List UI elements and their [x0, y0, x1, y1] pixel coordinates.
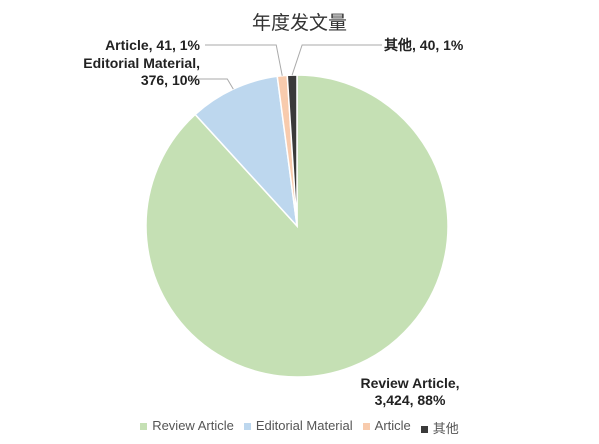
leader-line — [205, 44, 283, 76]
leader-line — [291, 44, 382, 76]
leader-line — [190, 78, 234, 90]
chart-title: 年度发文量 — [251, 13, 347, 34]
legend-label: Review Article — [152, 418, 234, 433]
legend-swatch — [420, 426, 428, 434]
legend-label: Editorial Material — [255, 418, 353, 433]
legend-label: 其他 — [432, 421, 459, 436]
legend-item: 其他 — [420, 418, 459, 437]
data-label: Review Article, 3,424, 88% — [360, 375, 460, 408]
legend-item: Editorial Material — [243, 418, 353, 437]
data-label: Editorial Material, 376, 10% — [83, 55, 200, 88]
legend-swatch — [243, 423, 251, 431]
pie-slice — [194, 75, 299, 229]
legend-swatch — [362, 423, 370, 431]
legend: Review Article Editorial Material Article 其… — [0, 418, 599, 437]
legend-item: Review Article — [140, 418, 234, 437]
data-label: Article, 41, 1% — [105, 37, 200, 53]
legend-item: Article — [362, 418, 411, 437]
legend-swatch — [140, 423, 148, 431]
pie-slice — [286, 74, 298, 227]
data-label: 其他, 40, 1% — [384, 37, 464, 53]
legend-label: Article — [374, 418, 411, 433]
